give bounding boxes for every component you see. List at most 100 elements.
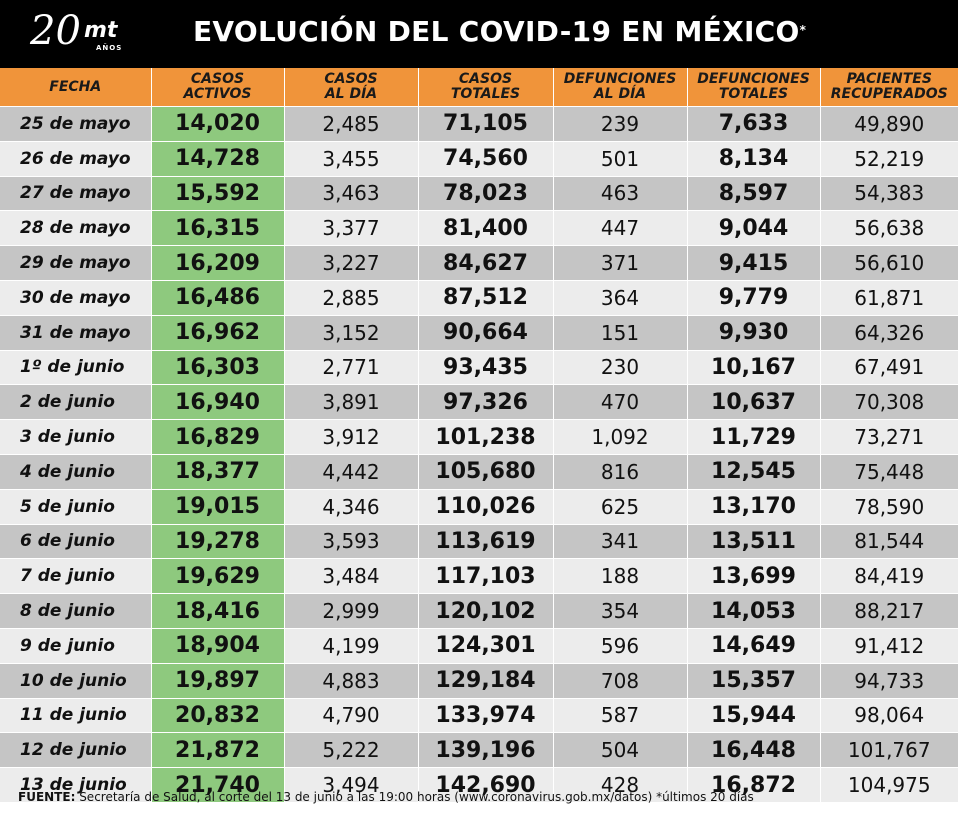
cell-casos-al-dia: 5,222 xyxy=(284,732,419,768)
cell-defunciones-totales: 10,167 xyxy=(687,349,821,385)
cell-casos-al-dia: 3,484 xyxy=(284,558,419,594)
cell-defunciones-totales: 13,699 xyxy=(687,558,821,594)
cell-casos-totales: 113,619 xyxy=(418,523,554,559)
column-header-pacientes-recuperados: PACIENTES RECUPERADOS xyxy=(820,68,958,107)
cell-pacientes-recuperados: 91,412 xyxy=(820,627,958,664)
cell-defunciones-al-dia: 587 xyxy=(553,697,688,733)
cell-pacientes-recuperados: 61,871 xyxy=(820,279,958,316)
cell-defunciones-al-dia: 364 xyxy=(553,279,688,316)
cell-defunciones-totales: 16,448 xyxy=(687,732,821,768)
cell-casos-activos: 19,278 xyxy=(151,523,285,559)
cell-casos-al-dia: 4,442 xyxy=(284,453,419,490)
table-row: 6 de junio 19,278 3,593 113,619 341 13,511 81,… xyxy=(0,523,958,559)
cell-defunciones-totales: 15,944 xyxy=(687,697,821,733)
cell-defunciones-al-dia: 354 xyxy=(553,593,688,629)
cell-pacientes-recuperados: 98,064 xyxy=(820,697,958,733)
cell-casos-al-dia: 2,485 xyxy=(284,106,419,142)
logo-sub: AÑOS xyxy=(96,44,123,52)
cell-fecha: 30 de mayo xyxy=(0,279,152,316)
cell-pacientes-recuperados: 88,217 xyxy=(820,593,958,629)
cell-casos-activos: 19,897 xyxy=(151,662,285,699)
column-header-line: ACTIVOS xyxy=(183,86,252,102)
cell-pacientes-recuperados: 73,271 xyxy=(820,419,958,455)
cell-casos-totales: 120,102 xyxy=(418,593,554,629)
column-header-line: CASOS xyxy=(324,71,378,87)
cell-defunciones-totales: 16,872 xyxy=(687,767,821,802)
column-header-line: AL DÍA xyxy=(324,86,378,102)
cell-pacientes-recuperados: 56,638 xyxy=(820,210,958,246)
cell-casos-activos: 21,740 xyxy=(151,767,285,802)
cell-casos-activos: 16,829 xyxy=(151,419,285,455)
cell-defunciones-totales: 12,545 xyxy=(687,453,821,490)
cell-casos-al-dia: 4,883 xyxy=(284,662,419,699)
cell-defunciones-totales: 8,597 xyxy=(687,175,821,211)
cell-casos-al-dia: 2,771 xyxy=(284,349,419,385)
cell-defunciones-totales: 14,649 xyxy=(687,627,821,664)
cell-casos-totales: 139,196 xyxy=(418,732,554,768)
cell-fecha: 4 de junio xyxy=(0,453,152,490)
cell-defunciones-al-dia: 447 xyxy=(553,210,688,246)
cell-fecha: 7 de junio xyxy=(0,558,152,594)
cell-fecha: 5 de junio xyxy=(0,488,152,525)
cell-casos-totales: 84,627 xyxy=(418,245,554,281)
cell-defunciones-totales: 9,044 xyxy=(687,210,821,246)
cell-casos-al-dia: 3,152 xyxy=(284,314,419,351)
cell-casos-totales: 124,301 xyxy=(418,627,554,664)
cell-casos-al-dia: 3,455 xyxy=(284,140,419,177)
table-row: 27 de mayo 15,592 3,463 78,023 463 8,597 54,38… xyxy=(0,175,958,211)
cell-casos-al-dia: 3,593 xyxy=(284,523,419,559)
column-header-casos-totales: CASOS TOTALES xyxy=(418,68,554,107)
milenio-20-years-logo: 20 mt AÑOS xyxy=(30,6,150,62)
cell-casos-activos: 14,020 xyxy=(151,106,285,142)
cell-defunciones-totales: 9,779 xyxy=(687,279,821,316)
cell-defunciones-al-dia: 151 xyxy=(553,314,688,351)
cell-fecha: 9 de junio xyxy=(0,627,152,664)
cell-casos-al-dia: 3,912 xyxy=(284,419,419,455)
column-header-line: DEFUNCIONES xyxy=(697,71,810,87)
table-row: 3 de junio 16,829 3,912 101,238 1,092 11,729 7… xyxy=(0,419,958,455)
cell-fecha: 26 de mayo xyxy=(0,140,152,177)
cell-defunciones-al-dia: 428 xyxy=(553,767,688,802)
cell-fecha: 11 de junio xyxy=(0,697,152,733)
cell-pacientes-recuperados: 54,383 xyxy=(820,175,958,211)
cell-casos-totales: 142,690 xyxy=(418,767,554,802)
cell-defunciones-al-dia: 816 xyxy=(553,453,688,490)
cell-casos-totales: 90,664 xyxy=(418,314,554,351)
table-row: 12 de junio 21,872 5,222 139,196 504 16,448 10… xyxy=(0,732,958,768)
column-header-defunciones-al-dia: DEFUNCIONES AL DÍA xyxy=(553,68,688,107)
cell-defunciones-al-dia: 230 xyxy=(553,349,688,385)
table-row: 2 de junio 16,940 3,891 97,326 470 10,637 70,3… xyxy=(0,384,958,420)
table-row: 13 de junio 21,740 3,494 142,690 428 16,872 10… xyxy=(0,767,958,802)
cell-defunciones-al-dia: 596 xyxy=(553,627,688,664)
cell-pacientes-recuperados: 104,975 xyxy=(820,767,958,802)
cell-fecha: 27 de mayo xyxy=(0,175,152,211)
cell-defunciones-al-dia: 625 xyxy=(553,488,688,525)
cell-casos-al-dia: 2,999 xyxy=(284,593,419,629)
cell-pacientes-recuperados: 70,308 xyxy=(820,384,958,420)
cell-fecha: 6 de junio xyxy=(0,523,152,559)
cell-casos-totales: 87,512 xyxy=(418,279,554,316)
cell-casos-totales: 78,023 xyxy=(418,175,554,211)
cell-casos-al-dia: 4,199 xyxy=(284,627,419,664)
cell-casos-al-dia: 3,463 xyxy=(284,175,419,211)
cell-casos-totales: 93,435 xyxy=(418,349,554,385)
column-header-line: CASOS xyxy=(458,71,513,87)
cell-casos-totales: 110,026 xyxy=(418,488,554,525)
column-header-line: CASOS xyxy=(190,71,245,87)
cell-fecha: 10 de junio xyxy=(0,662,152,699)
table-row: 30 de mayo 16,486 2,885 87,512 364 9,779 61,87… xyxy=(0,279,958,316)
cell-casos-totales: 101,238 xyxy=(418,419,554,455)
cell-casos-al-dia: 2,885 xyxy=(284,279,419,316)
cell-fecha: 3 de junio xyxy=(0,419,152,455)
cell-casos-activos: 18,377 xyxy=(151,453,285,490)
cell-casos-totales: 117,103 xyxy=(418,558,554,594)
table-row: 1º de junio 16,303 2,771 93,435 230 10,167 67,… xyxy=(0,349,958,385)
cell-casos-totales: 105,680 xyxy=(418,453,554,490)
cell-casos-activos: 15,592 xyxy=(151,175,285,211)
cell-fecha: 28 de mayo xyxy=(0,210,152,246)
logo-mt: mt xyxy=(84,18,118,43)
cell-casos-al-dia: 4,790 xyxy=(284,697,419,733)
cell-pacientes-recuperados: 81,544 xyxy=(820,523,958,559)
table-body: 25 de mayo 14,020 2,485 71,105 239 7,633 49,89… xyxy=(0,106,958,802)
column-header-line: DEFUNCIONES xyxy=(563,71,677,87)
